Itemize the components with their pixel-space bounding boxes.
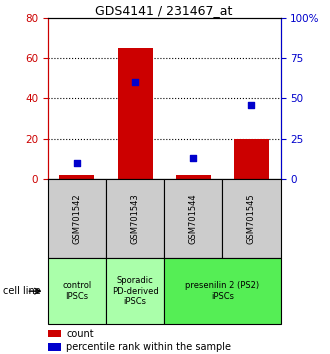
Text: GSM701545: GSM701545 — [247, 193, 256, 244]
Bar — [176, 175, 211, 179]
Bar — [106, 258, 164, 324]
Text: GSM701542: GSM701542 — [72, 193, 82, 244]
Point — [249, 102, 254, 108]
Bar — [118, 48, 152, 179]
Text: Sporadic
PD-derived
iPSCs: Sporadic PD-derived iPSCs — [112, 276, 158, 306]
Bar — [48, 258, 106, 324]
Bar — [48, 330, 61, 337]
Bar — [48, 343, 61, 351]
Point — [74, 160, 80, 166]
Text: percentile rank within the sample: percentile rank within the sample — [66, 342, 231, 352]
Bar — [48, 179, 106, 258]
Text: control
IPSCs: control IPSCs — [62, 281, 91, 301]
Bar — [106, 179, 164, 258]
Bar — [222, 179, 280, 258]
Bar — [59, 175, 94, 179]
Text: presenilin 2 (PS2)
iPSCs: presenilin 2 (PS2) iPSCs — [185, 281, 259, 301]
Text: GSM701544: GSM701544 — [189, 193, 198, 244]
Text: count: count — [66, 329, 94, 338]
Point — [132, 79, 138, 85]
Title: GDS4141 / 231467_at: GDS4141 / 231467_at — [95, 4, 233, 17]
Text: GSM701543: GSM701543 — [131, 193, 140, 244]
Bar — [234, 138, 269, 179]
Point — [191, 155, 196, 161]
Bar — [164, 258, 280, 324]
Text: cell line: cell line — [3, 286, 41, 296]
Bar — [164, 179, 222, 258]
